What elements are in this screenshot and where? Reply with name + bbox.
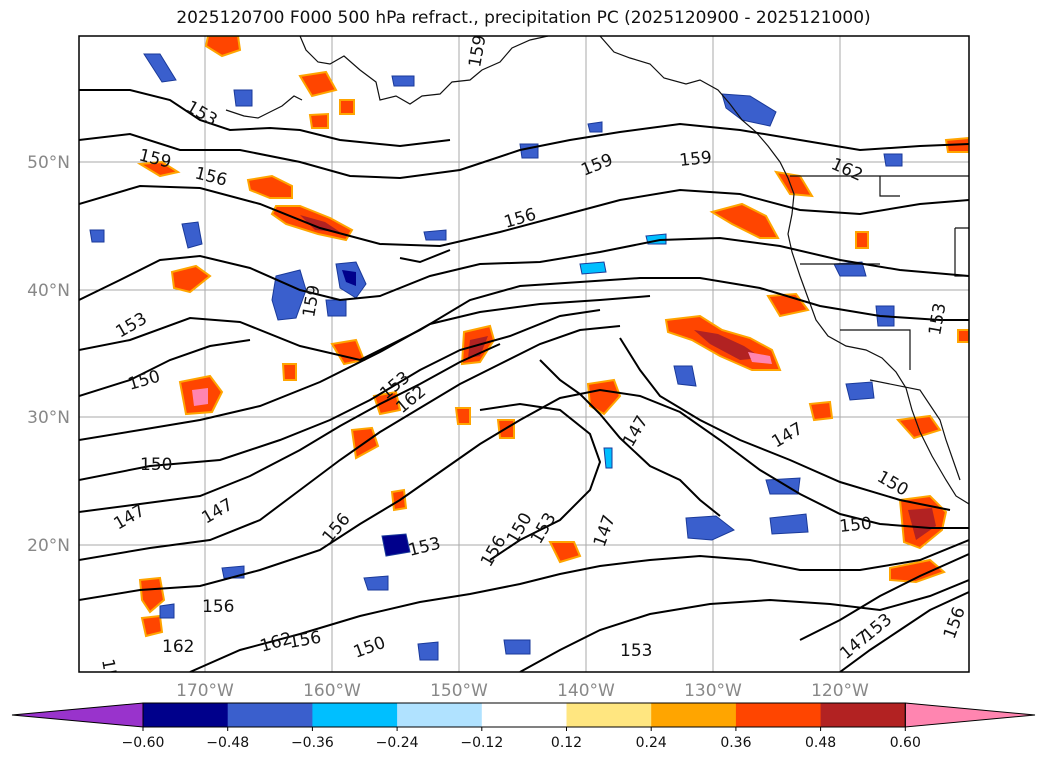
negative-anomaly: [685, 515, 735, 541]
negative-anomaly: [769, 513, 809, 535]
contour-label: 150: [838, 514, 872, 537]
positive-anomaly: [548, 541, 582, 564]
coastlines: [225, 36, 969, 505]
positive-anomaly-strong: [694, 330, 762, 360]
colorbar-tick-label: −0.48: [206, 735, 249, 751]
colorbar-tick-label: 0.12: [551, 735, 582, 751]
negative-anomaly: [845, 381, 875, 401]
colorbar-segment: [820, 703, 906, 727]
lon-label: 130°W: [684, 681, 742, 701]
lat-label: 20°N: [27, 536, 70, 556]
positive-anomaly: [855, 231, 869, 249]
negative-anomaly: [391, 75, 415, 87]
negative-anomaly: [417, 641, 439, 661]
colorbar-segment: [481, 703, 567, 727]
colorbar-tick-label: −0.12: [460, 735, 503, 751]
colorbar-tick-label: −0.60: [122, 735, 165, 751]
lon-label: 150°W: [430, 681, 488, 701]
lat-label: 40°N: [27, 281, 70, 301]
contour-label: 150: [140, 455, 172, 475]
negative-anomaly: [883, 153, 903, 167]
positive-anomaly-strong: [300, 215, 340, 232]
longitude-labels: 170°W 160°W 150°W 140°W 130°W 120°W: [176, 681, 869, 701]
positive-anomaly: [454, 407, 471, 425]
negative-anomaly-strong: [381, 533, 411, 557]
positive-anomaly-peak: [192, 388, 208, 406]
positive-anomaly: [808, 400, 834, 422]
colorbar-segment: [312, 703, 398, 727]
positive-anomaly: [136, 160, 181, 178]
colorbar-segment: [227, 703, 313, 727]
colorbar-extend-low: [11, 702, 144, 728]
lat-label: 50°N: [27, 153, 70, 173]
positive-anomaly: [204, 36, 242, 58]
colorbar-tick-label: 0.60: [890, 735, 921, 751]
contour-label: 162: [162, 637, 194, 657]
negative-anomaly: [181, 221, 203, 249]
refractivity-contours: [79, 89, 969, 672]
positive-anomaly: [140, 614, 164, 638]
colorbar-tick-label: 0.36: [720, 735, 751, 751]
latitude-labels: 50°N 40°N 30°N 20°N: [27, 153, 70, 556]
contour-label: 156: [202, 597, 234, 617]
colorbar-segment: [397, 703, 483, 727]
positive-anomaly: [339, 99, 355, 115]
negative-anomaly: [325, 299, 347, 317]
colorbar-outline: [142, 702, 906, 728]
contour-label: 159: [678, 148, 712, 171]
plot-frame: [78, 35, 970, 673]
colorbar-segment: [735, 703, 822, 727]
positive-anomaly: [895, 414, 942, 440]
negative-anomaly: [159, 603, 175, 619]
positive-anomaly-strong: [908, 508, 936, 540]
negative-anomaly: [233, 89, 253, 107]
colorbar-segment: [143, 703, 229, 727]
colorbar-tick-label: −0.36: [291, 735, 334, 751]
positive-anomaly-strong: [468, 336, 488, 358]
precipitation-shading: [89, 36, 969, 661]
positive-anomaly: [889, 558, 946, 584]
colorbar-tick-label: 0.48: [805, 735, 836, 751]
lon-label: 120°W: [811, 681, 869, 701]
lon-label: 170°W: [176, 681, 234, 701]
colorbar-segment: [566, 703, 652, 727]
plot-area: [79, 36, 969, 672]
negative-anomaly: [363, 575, 389, 591]
negative-anomaly-weak: [603, 447, 613, 469]
negative-anomaly-weak: [579, 261, 607, 275]
positive-anomaly: [138, 576, 166, 614]
figure-title: 2025120700 F000 500 hPa refract., precip…: [176, 8, 871, 28]
negative-anomaly-strong: [342, 270, 356, 286]
lat-label: 30°N: [27, 408, 70, 428]
positive-anomaly: [773, 170, 814, 198]
positive-anomaly: [308, 112, 329, 129]
lon-label: 160°W: [303, 681, 361, 701]
negative-anomaly: [143, 53, 177, 83]
colorbar-segment: [651, 703, 737, 727]
positive-anomaly: [298, 70, 338, 98]
positive-anomaly: [957, 329, 969, 343]
lon-label: 140°W: [557, 681, 615, 701]
colorbar-tick-label: −0.24: [376, 735, 419, 751]
positive-anomaly: [246, 174, 293, 199]
negative-anomaly: [503, 639, 531, 655]
contour-label: 153: [620, 641, 652, 661]
colorbar-tick-label: 0.24: [636, 735, 667, 751]
negative-anomaly: [89, 229, 105, 243]
positive-anomaly: [281, 363, 297, 381]
contour-label: 153: [97, 657, 122, 692]
positive-anomaly-peak: [748, 352, 772, 364]
negative-anomaly: [673, 365, 697, 387]
negative-anomaly: [423, 229, 447, 241]
colorbar: −0.60 −0.48 −0.36 −0.24 −0.12 0.12 0.24 0.36 0.4…: [11, 702, 1036, 751]
colorbar-extend-high: [904, 702, 1036, 728]
positive-anomaly: [170, 264, 212, 294]
negative-anomaly: [721, 93, 777, 127]
negative-anomaly: [587, 121, 603, 133]
positive-anomaly: [709, 202, 780, 239]
